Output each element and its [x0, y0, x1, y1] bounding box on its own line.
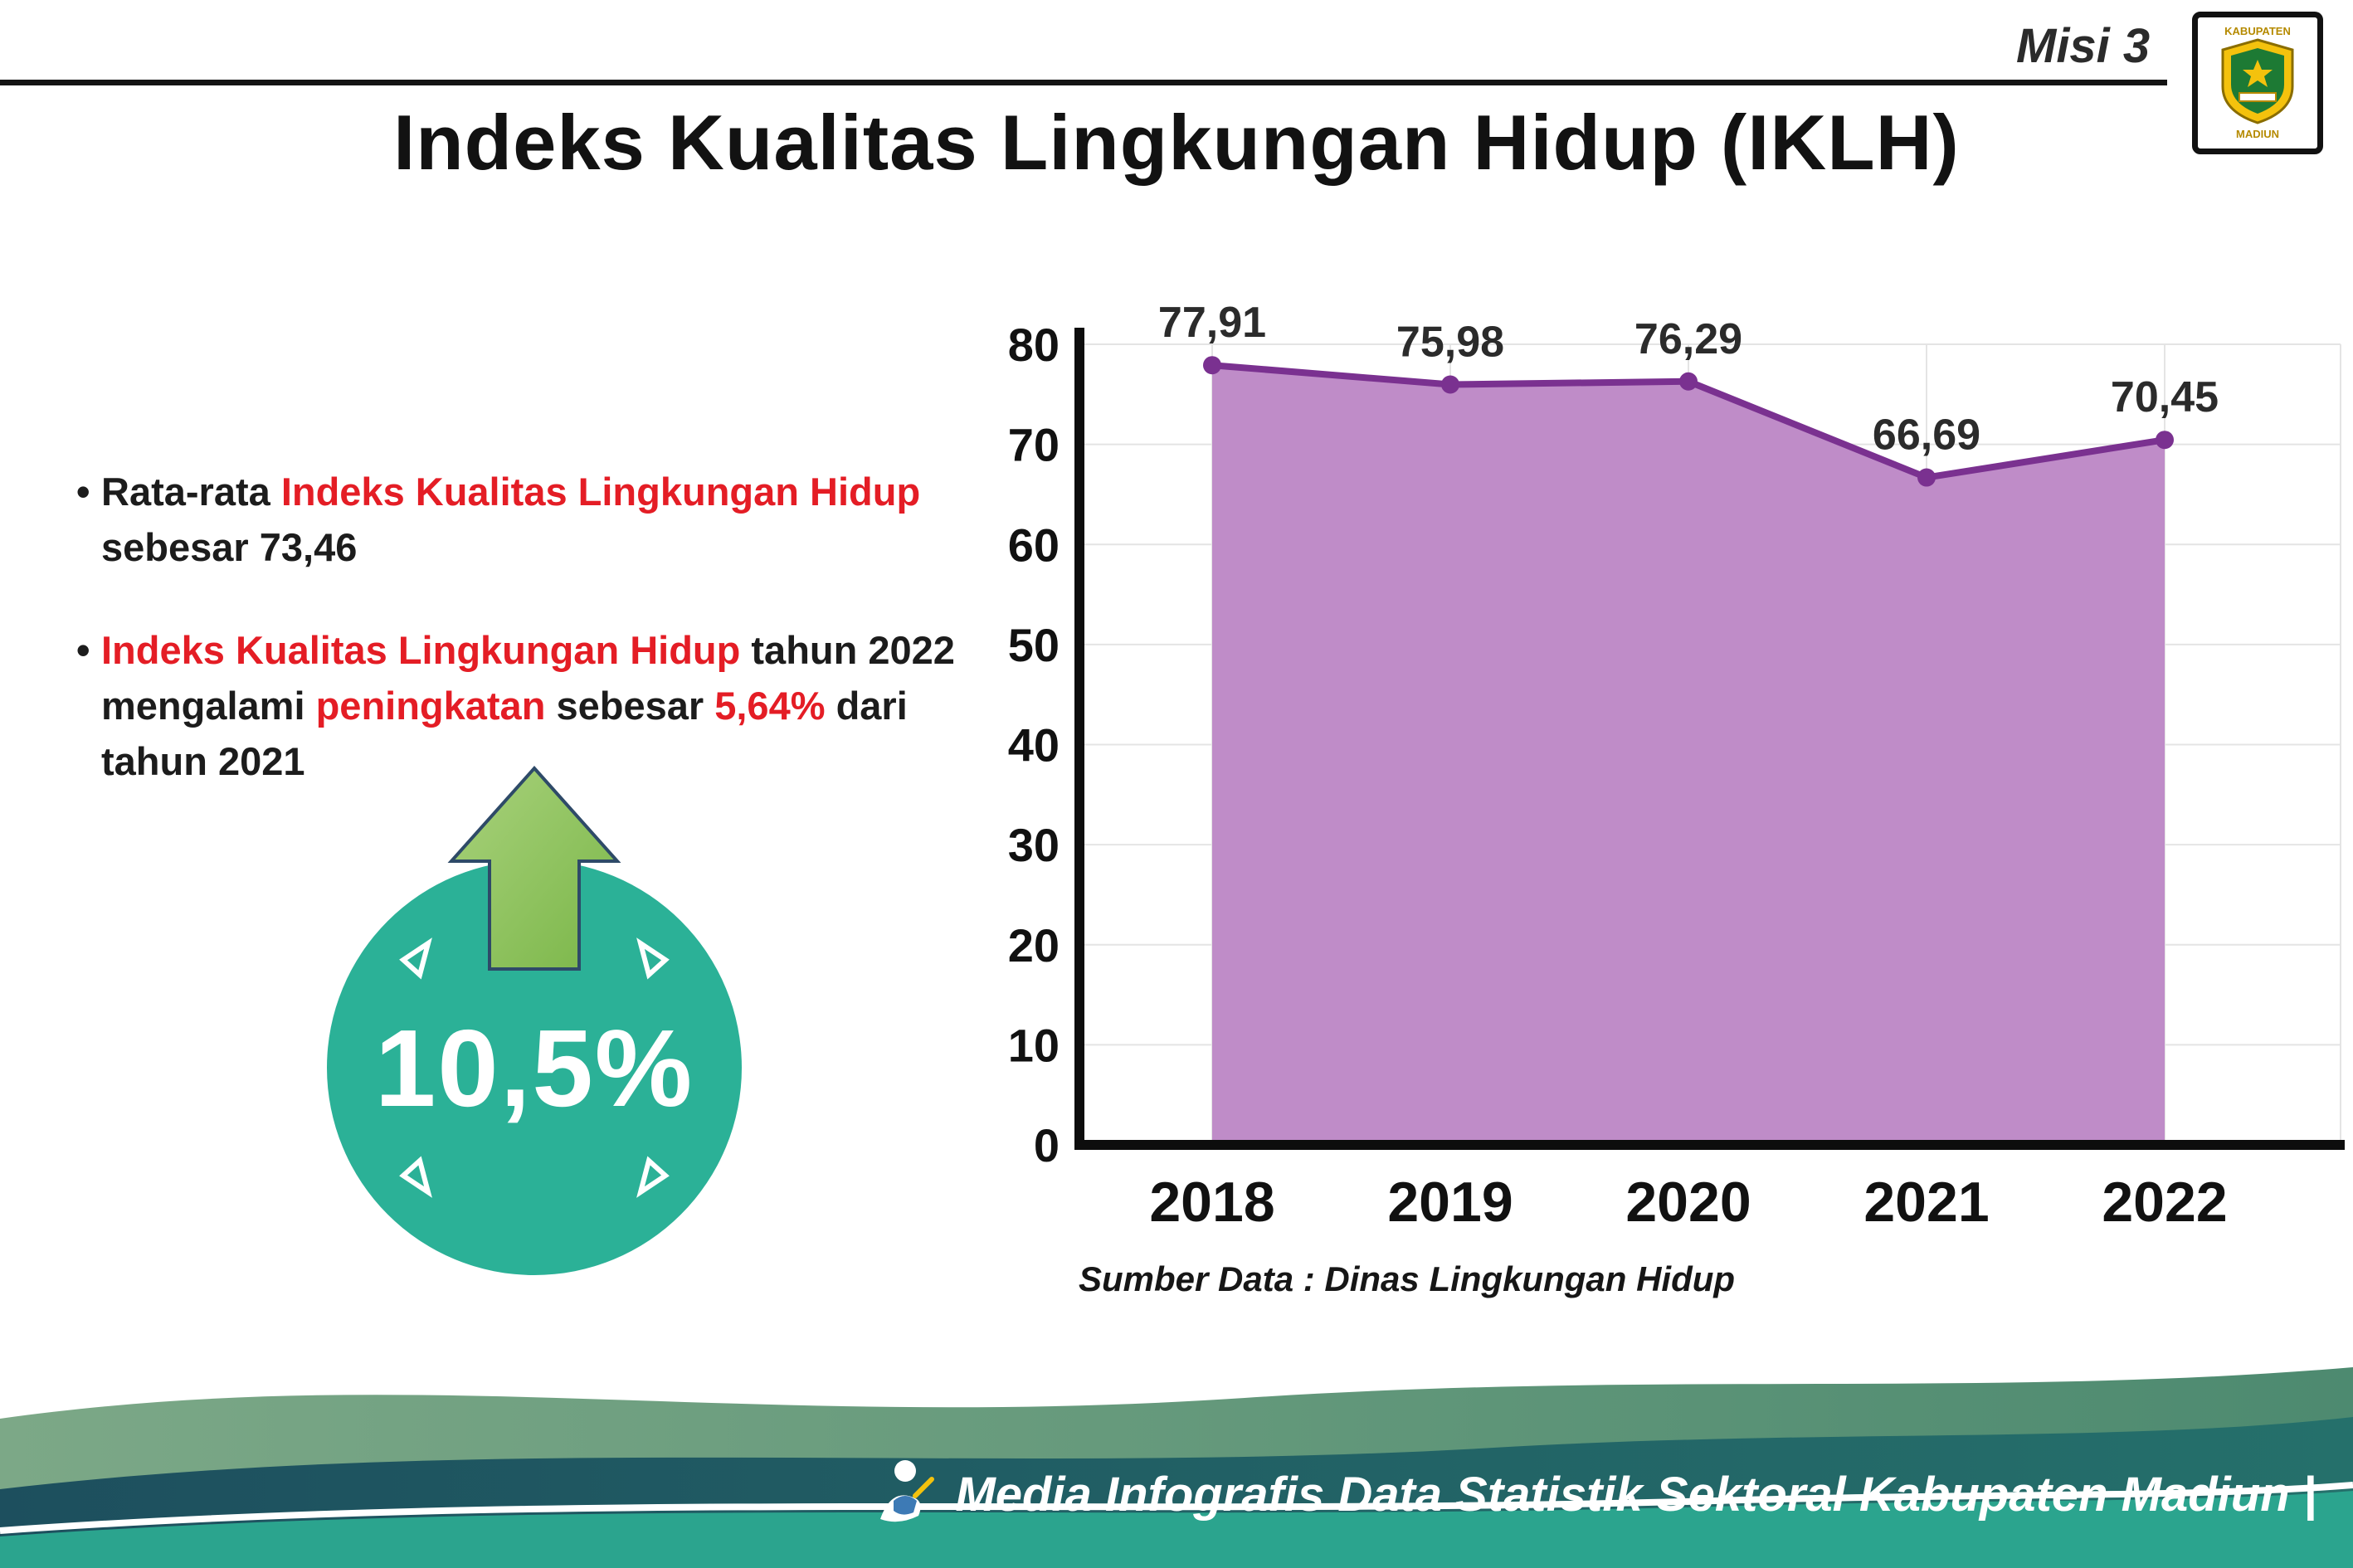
header-divider-rule: [0, 80, 2167, 85]
bullet-marker: •: [76, 628, 90, 673]
data-point: [1203, 356, 1221, 375]
data-label: 70,45: [2111, 373, 2219, 421]
y-tick-label: 70: [1008, 419, 1060, 471]
y-tick-label: 20: [1008, 919, 1060, 971]
y-tick-label: 30: [1008, 819, 1060, 871]
logo-crest: KABUPATEN MADIUN: [2219, 25, 2296, 140]
iklh-area-chart: 77,91 75,98 76,29 66,69 70,45 0 10 20 30 40 50 60 70…: [1008, 299, 2345, 1234]
data-label: 75,98: [1396, 318, 1504, 366]
bullet-text: Rata-rata Indeks Kualitas Lingkungan Hid…: [101, 470, 921, 569]
logo-text-bottom: MADIUN: [2236, 127, 2279, 140]
y-tick-label: 10: [1008, 1019, 1060, 1071]
data-point: [1679, 372, 1698, 391]
y-tick-label: 40: [1008, 719, 1060, 772]
mascot-icon: [880, 1460, 935, 1522]
data-label: 76,29: [1634, 315, 1742, 363]
y-tick-label: 60: [1008, 519, 1060, 571]
y-tick-label: 0: [1034, 1119, 1060, 1171]
footer-credit: Media Infografis Data Statistik Sektoral…: [955, 1467, 2316, 1522]
kabupaten-madiun-logo: KABUPATEN MADIUN: [2192, 12, 2323, 154]
year-label: 2018: [1149, 1171, 1274, 1234]
footer-band-separator: [0, 1482, 2353, 1534]
year-label: 2020: [1625, 1171, 1751, 1234]
badge-decoration: [399, 937, 670, 1198]
y-tick-label: 80: [1008, 319, 1060, 371]
shield-icon: [2221, 37, 2294, 124]
year-label: 2021: [1863, 1171, 1989, 1234]
bullet-item-average-iklh: • Rata-rata Indeks Kualitas Lingkungan H…: [76, 465, 1006, 575]
footer-credit-row: Media Infografis Data Statistik Sektoral…: [869, 1458, 2316, 1530]
bullet-marker: •: [76, 470, 90, 514]
page-title: Indeks Kualitas Lingkungan Hidup (IKLH): [393, 99, 1960, 186]
data-point: [2156, 431, 2174, 450]
bullet-list: • Rata-rata Indeks Kualitas Lingkungan H…: [76, 465, 1006, 838]
iklh-chart: 77,91 75,98 76,29 66,69 70,45 0 10 20 30 40 50 60 70…: [976, 282, 2353, 1286]
chart-area: [1212, 365, 2165, 1145]
source-note: Sumber Data : Dinas Lingkungan Hidup: [1079, 1259, 1736, 1298]
logo-text-top: KABUPATEN: [2224, 25, 2291, 38]
data-point: [1917, 468, 1936, 487]
footer-wave-graphic: [0, 1367, 2353, 1568]
data-label: 66,69: [1873, 411, 1980, 460]
year-label: 2022: [2102, 1171, 2227, 1234]
misi-label: Misi 3: [2016, 19, 2151, 73]
bullet-item-iklh-increase: • Indeks Kualitas Lingkungan Hidup tahun…: [76, 623, 1006, 789]
y-tick-label: 50: [1008, 619, 1060, 671]
data-label: 77,91: [1158, 299, 1266, 347]
year-label: 2019: [1387, 1171, 1513, 1234]
increase-arrow-icon: [447, 765, 621, 971]
percentage-value: 10,5%: [374, 1006, 694, 1129]
footer-band-teal: [0, 1491, 2353, 1568]
bullet-text: Indeks Kualitas Lingkungan Hidup tahun 2…: [101, 628, 955, 783]
data-point: [1441, 375, 1459, 394]
